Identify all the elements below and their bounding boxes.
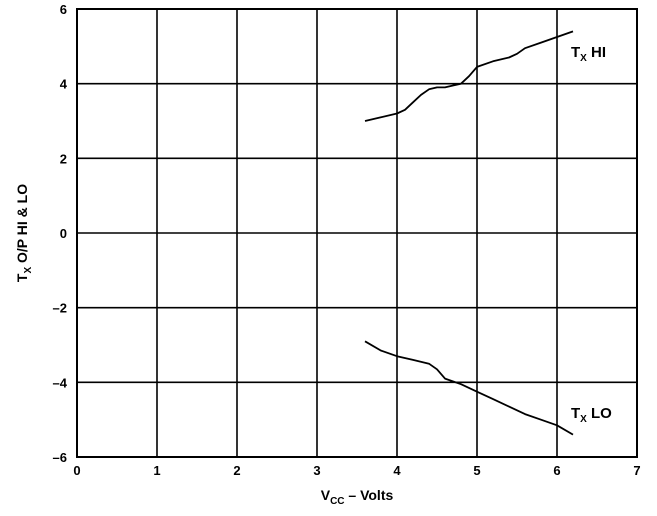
series-label-tx-hi: TX HI	[571, 44, 606, 64]
x-tick-label: 4	[393, 463, 401, 478]
grid	[76, 8, 638, 458]
x-tick-label: 2	[233, 463, 240, 478]
y-tick-label: –4	[53, 375, 68, 390]
x-tick-label: 1	[153, 463, 160, 478]
y-tick-label: –6	[53, 450, 67, 465]
y-tick-label: –2	[53, 301, 67, 316]
x-tick-label: 0	[73, 463, 80, 478]
y-axis-title: TX O/P HI & LO	[14, 184, 34, 282]
plot-frame	[76, 8, 638, 458]
y-tick-label: 0	[60, 226, 67, 241]
x-tick-label: 3	[313, 463, 320, 478]
x-tick-label: 5	[473, 463, 480, 478]
series-line-tx-hi	[364, 30, 574, 122]
y-tick-label: 6	[60, 2, 67, 17]
x-tick-label: 7	[633, 463, 640, 478]
y-tick-label: 2	[60, 151, 67, 166]
x-axis-title: VCC – Volts	[321, 487, 394, 507]
series-line-tx-lo	[364, 340, 574, 436]
series-lines	[364, 30, 574, 436]
tick-labels: 0 1 2 3 4 5 6 7 –6 –4 –2 0 2 4 6	[53, 2, 641, 478]
y-tick-label: 4	[60, 77, 68, 92]
x-tick-label: 6	[553, 463, 560, 478]
series-label-tx-lo: TX LO	[571, 405, 612, 425]
